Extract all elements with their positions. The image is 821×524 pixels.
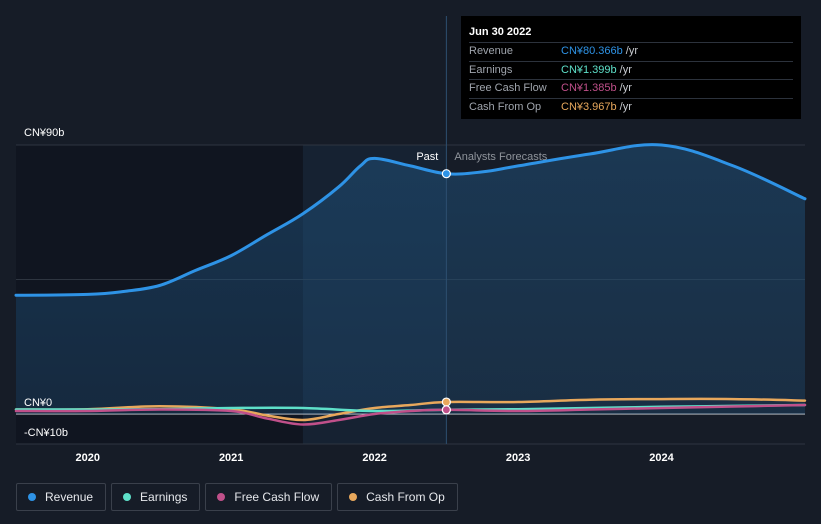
tooltip-date: Jun 30 2022: [469, 26, 532, 38]
y-tick-label: -CN¥10b: [24, 427, 68, 439]
legend-item-cash-from-op[interactable]: Cash From Op: [337, 483, 458, 511]
tooltip: Jun 30 2022 Revenue CN¥80.366b /yr Earni…: [461, 16, 801, 119]
tooltip-row-revenue: Revenue CN¥80.366b /yr: [469, 42, 793, 61]
tooltip-unit: /yr: [619, 63, 632, 76]
series-line-free-cash-flow: [14, 403, 807, 426]
series-line-revenue: [14, 143, 807, 297]
tooltip-value: CN¥1.385b: [561, 82, 617, 94]
legend-item-earnings[interactable]: Earnings: [111, 483, 201, 511]
x-tick-label: 2024: [649, 452, 674, 464]
legend-dot-icon: [349, 493, 358, 501]
legend-dot-icon: [123, 493, 132, 501]
tooltip-unit: /yr: [619, 100, 632, 113]
x-tick-label: 2020: [75, 452, 99, 464]
legend: Revenue Earnings Free Cash Flow Cash Fro…: [16, 483, 458, 511]
marker-cash-from-op: [441, 397, 451, 407]
past-label: Past: [416, 151, 438, 163]
tooltip-value: CN¥80.366b: [561, 45, 623, 57]
x-tick-label: 2021: [219, 452, 243, 464]
y-tick-label: CN¥90b: [24, 127, 64, 139]
legend-label: Revenue: [45, 490, 94, 504]
y-tick-label: CN¥0: [24, 397, 52, 409]
legend-item-revenue[interactable]: Revenue: [16, 483, 107, 511]
series-lines: [14, 143, 807, 426]
series-line-cash-from-op: [14, 397, 807, 422]
revenue-area: [16, 144, 805, 414]
tooltip-value: CN¥3.967b: [561, 100, 617, 113]
tooltip-row-cash-from-op: Cash From Op CN¥3.967b /yr: [469, 97, 793, 117]
legend-dot-icon: [28, 493, 36, 501]
legend-dot-icon: [217, 493, 226, 501]
tooltip-label: Cash From Op: [469, 100, 542, 113]
x-tick-label: 2022: [362, 452, 386, 464]
tooltip-label: Revenue: [469, 45, 514, 57]
tooltip-label: Free Cash Flow: [469, 82, 547, 94]
forecast-label: Analysts Forecasts: [454, 151, 547, 163]
legend-label: Free Cash Flow: [234, 490, 320, 504]
x-tick-label: 2023: [506, 452, 530, 464]
y-axis-labels: CN¥90b CN¥0 -CN¥10b: [24, 127, 68, 439]
tooltip-label: Earnings: [469, 63, 513, 76]
tooltip-row-earnings: Earnings CN¥1.399b /yr: [469, 60, 793, 80]
tooltip-value: CN¥1.399b: [561, 63, 617, 76]
tooltip-unit: /yr: [625, 45, 639, 57]
legend-label: Cash From Op: [366, 490, 445, 504]
marker-free-cash-flow: [441, 405, 451, 415]
marker-revenue: [441, 169, 451, 179]
legend-label: Earnings: [140, 490, 188, 504]
legend-item-free-cash-flow[interactable]: Free Cash Flow: [205, 483, 333, 511]
tooltip-unit: /yr: [619, 82, 632, 94]
x-axis-labels: 2020 2021 2022 2023 2024: [75, 452, 674, 464]
tooltip-row-free-cash-flow: Free Cash Flow CN¥1.385b /yr: [469, 79, 793, 98]
markers: [441, 169, 451, 415]
